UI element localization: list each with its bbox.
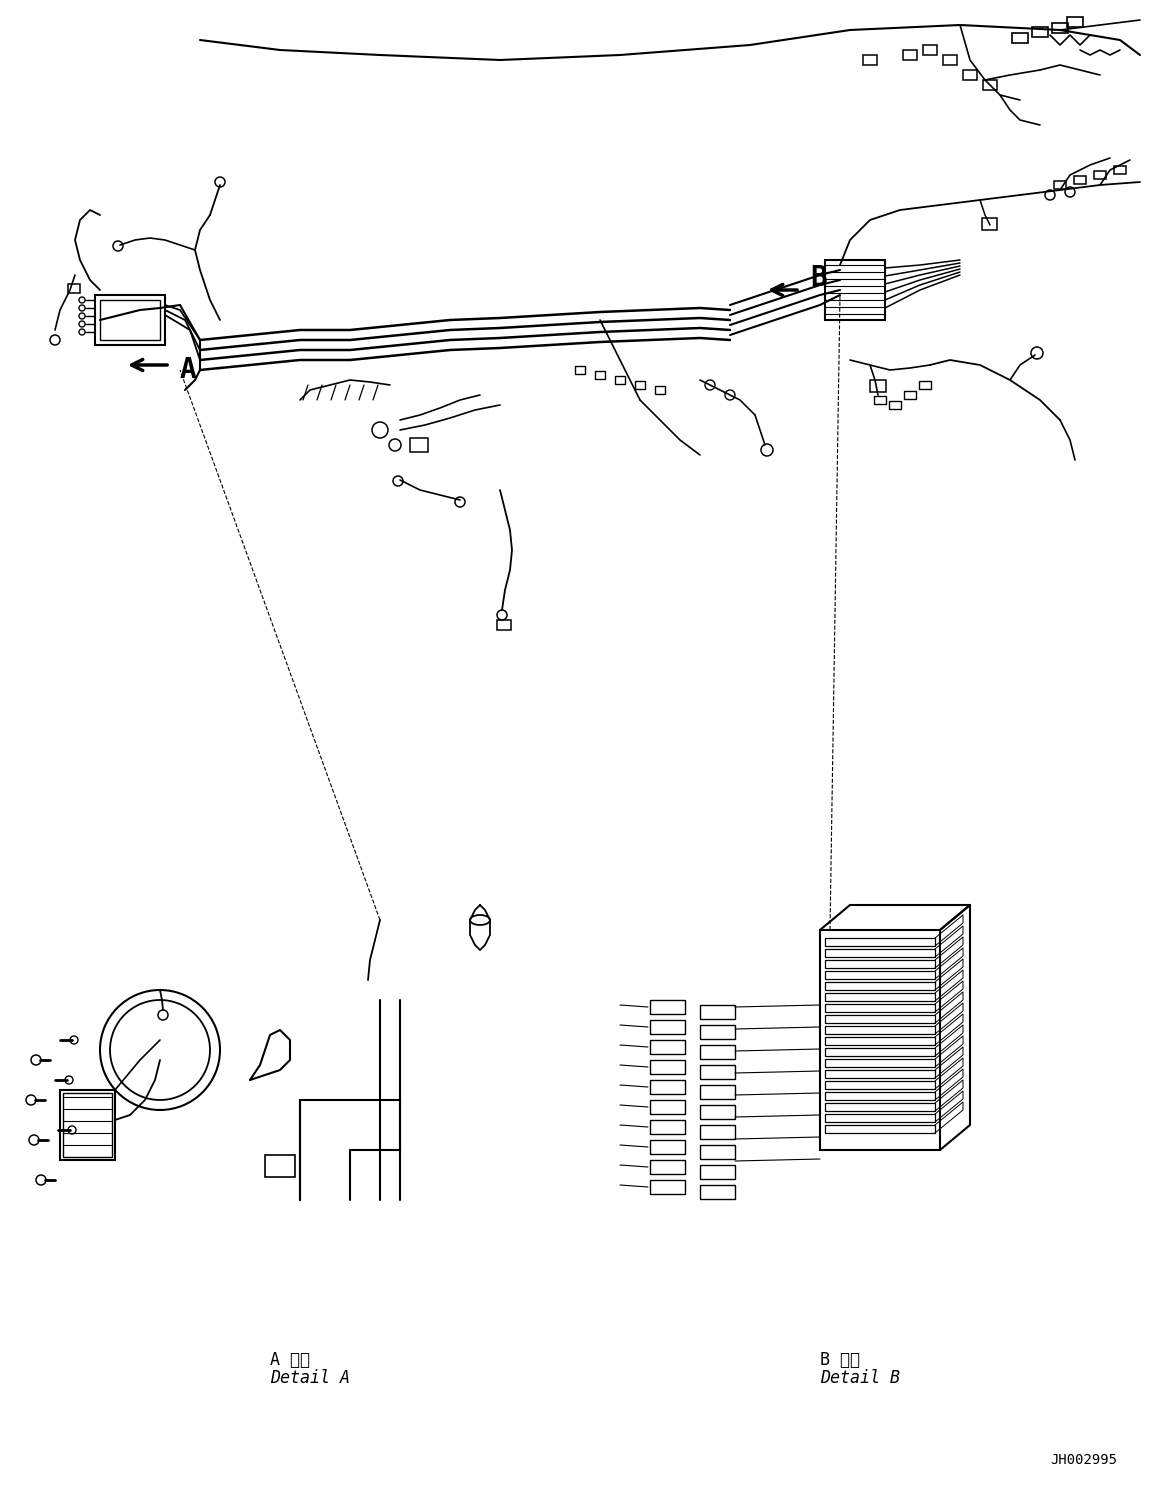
Bar (655, 385, 665, 394)
Bar (825, 1048, 935, 1056)
Bar (1032, 27, 1048, 37)
Bar (963, 70, 977, 80)
Bar (63, 1094, 112, 1158)
Bar (825, 1125, 935, 1132)
Text: B 詳細: B 詳細 (820, 1351, 859, 1369)
Bar (700, 1144, 735, 1159)
Bar (870, 379, 886, 391)
Bar (497, 620, 511, 629)
Bar (411, 437, 428, 452)
Bar (983, 80, 997, 89)
Bar (700, 1125, 735, 1138)
Bar (615, 376, 625, 384)
Bar (825, 1059, 935, 1067)
Text: B: B (809, 263, 827, 292)
Bar (650, 1019, 685, 1034)
Bar (982, 219, 997, 231)
Bar (650, 1080, 685, 1094)
Bar (1012, 33, 1028, 43)
Bar (825, 1015, 935, 1024)
Bar (650, 1000, 685, 1013)
Bar (825, 1115, 935, 1122)
Bar (919, 381, 932, 388)
Bar (825, 1004, 935, 1012)
Text: JH002995: JH002995 (1050, 1452, 1116, 1467)
Bar (875, 396, 886, 405)
Bar (923, 45, 937, 55)
Bar (825, 1070, 935, 1077)
Bar (1114, 167, 1126, 174)
Bar (595, 371, 605, 379)
Bar (825, 982, 935, 990)
Text: Detail A: Detail A (270, 1369, 350, 1387)
Bar (1066, 16, 1083, 27)
Bar (825, 1103, 935, 1112)
Bar (1053, 22, 1068, 33)
Bar (1073, 176, 1086, 185)
Bar (700, 1165, 735, 1178)
Bar (650, 1140, 685, 1155)
Bar (67, 284, 80, 293)
Bar (825, 937, 935, 946)
Bar (825, 1027, 935, 1034)
Bar (635, 381, 645, 388)
Bar (650, 1040, 685, 1054)
Bar (95, 295, 165, 345)
Bar (700, 1184, 735, 1199)
Bar (700, 1106, 735, 1119)
Bar (650, 1059, 685, 1074)
Bar (825, 1037, 935, 1045)
Bar (1054, 182, 1066, 189)
Bar (650, 1100, 685, 1115)
Bar (902, 51, 916, 60)
Bar (700, 1004, 735, 1019)
Bar (825, 960, 935, 969)
Bar (904, 391, 916, 399)
Bar (825, 992, 935, 1001)
Bar (650, 1180, 685, 1193)
Bar (575, 366, 585, 373)
Text: A: A (180, 356, 197, 384)
Bar (825, 972, 935, 979)
Bar (820, 930, 940, 1150)
Bar (825, 1080, 935, 1089)
Text: A 詳細: A 詳細 (270, 1351, 311, 1369)
Bar (825, 260, 885, 320)
Bar (863, 55, 877, 65)
Bar (650, 1161, 685, 1174)
Bar (650, 1120, 685, 1134)
Bar (700, 1045, 735, 1059)
Bar (265, 1155, 295, 1177)
Bar (60, 1091, 115, 1161)
Bar (889, 400, 901, 409)
Bar (700, 1025, 735, 1039)
Bar (1094, 171, 1106, 179)
Bar (700, 1085, 735, 1100)
Text: Detail B: Detail B (820, 1369, 900, 1387)
Bar (943, 55, 957, 65)
Bar (700, 1065, 735, 1079)
Bar (825, 949, 935, 957)
Bar (100, 301, 160, 339)
Bar (825, 1092, 935, 1100)
